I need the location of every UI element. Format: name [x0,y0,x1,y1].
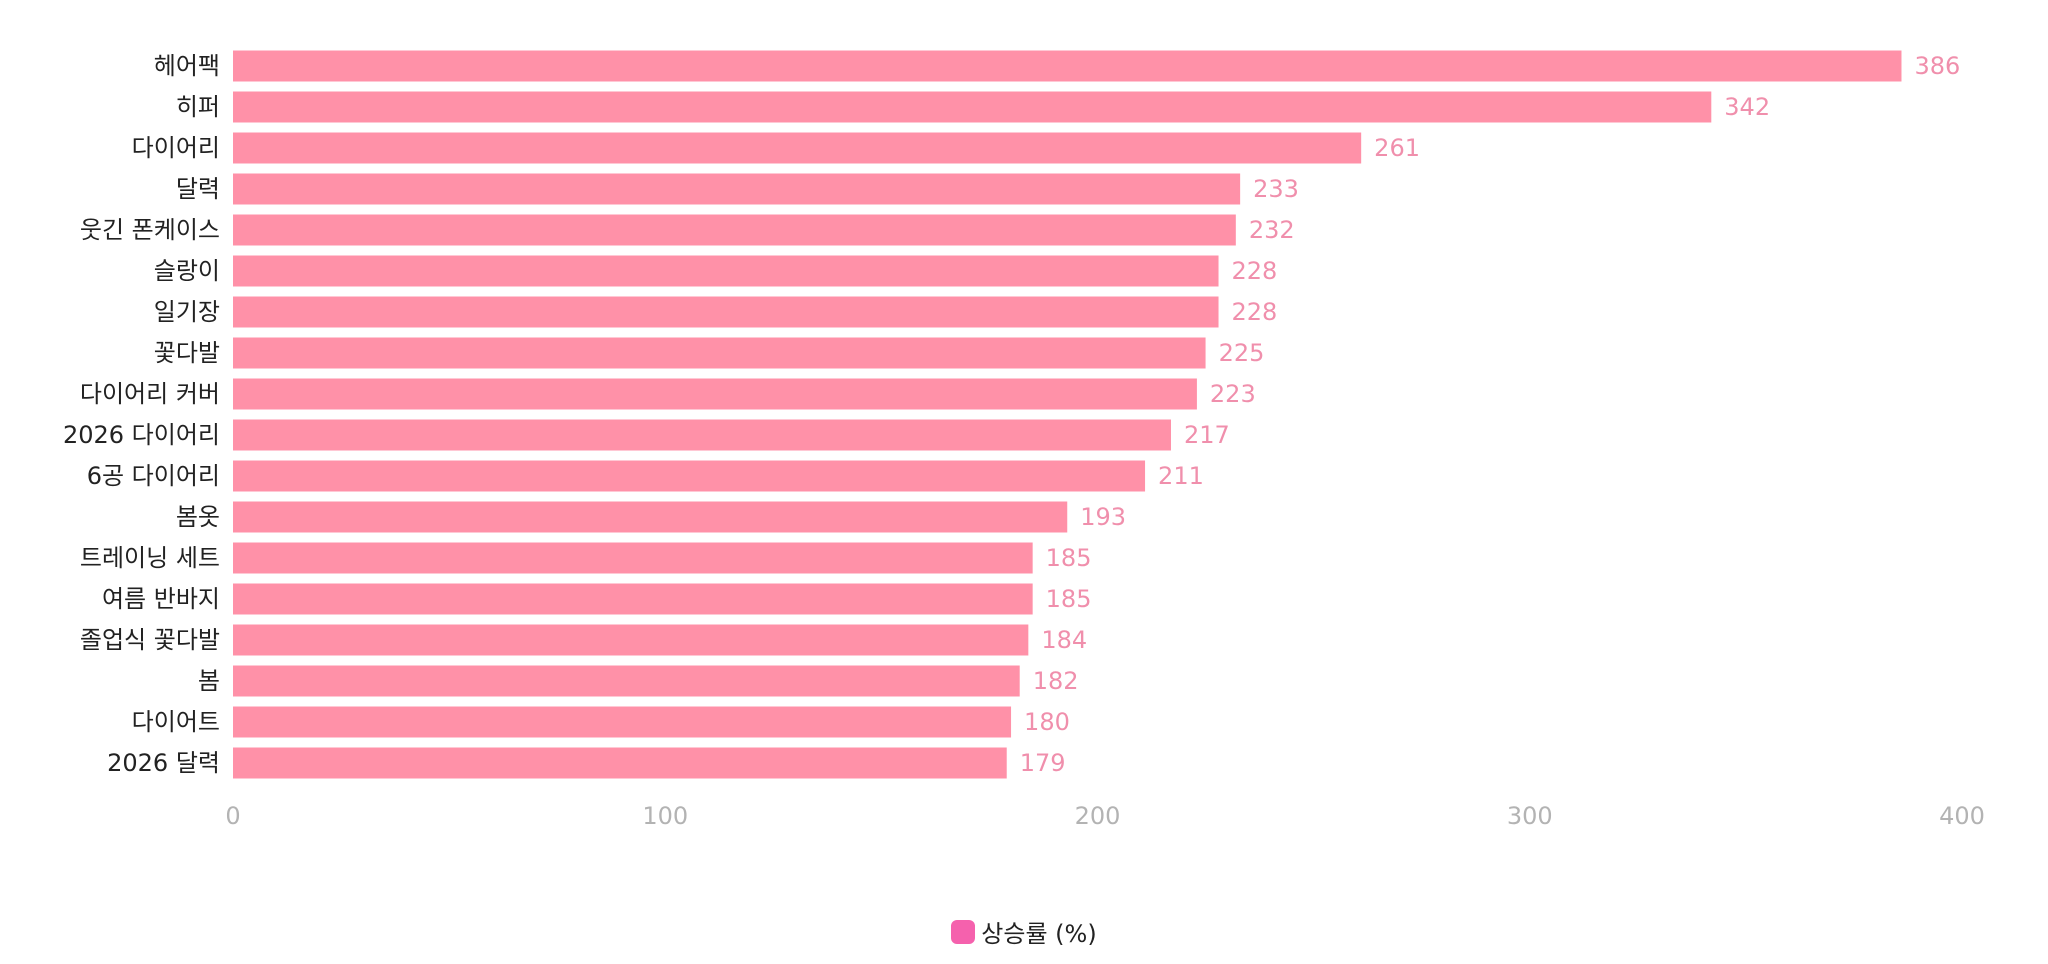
category-label: 2026 다이어리 [63,421,220,449]
bar [233,542,1033,574]
category-label: 달력 [176,175,220,203]
data-label: 180 [1024,708,1070,736]
data-label: 223 [1210,380,1256,408]
category-label: 여름 반바지 [102,585,220,613]
data-label: 185 [1046,585,1092,613]
bar [233,747,1007,779]
x-tick-label: 0 [225,802,240,830]
category-label: 다이어트 [132,708,220,736]
data-label: 342 [1724,93,1770,121]
data-label: 193 [1080,503,1126,531]
data-label: 217 [1184,421,1230,449]
bar [233,378,1197,410]
bar [233,706,1012,738]
category-label: 트레이닝 세트 [80,544,220,572]
bar [233,665,1020,697]
data-label: 386 [1914,52,1960,80]
category-label: 히퍼 [176,93,220,121]
legend-swatch [951,919,976,944]
category-label: 웃긴 폰케이스 [80,216,220,244]
x-tick-label: 400 [1939,802,1985,830]
legend: 상승률 (%) [0,914,2048,949]
bar [233,214,1236,246]
data-label: 228 [1232,298,1278,326]
bar [233,255,1219,287]
category-label: 6공 다이어리 [87,462,220,490]
category-label: 다이어리 커버 [80,380,220,408]
bar [233,173,1241,205]
category-label: 봄 [198,667,220,695]
bar [233,419,1171,451]
bar [233,624,1029,656]
category-label: 2026 달력 [107,749,220,777]
data-label: 182 [1033,667,1079,695]
legend-label: 상승률 (%) [981,920,1097,948]
bar [233,501,1068,533]
data-label: 225 [1219,339,1265,367]
bar [233,91,1712,123]
bar [233,337,1206,369]
data-label: 261 [1374,134,1420,162]
data-label: 179 [1020,749,1066,777]
category-label: 헤어팩 [154,52,220,80]
category-label: 일기장 [154,298,220,326]
category-label: 꽃다발 [154,339,220,367]
data-label: 232 [1249,216,1295,244]
x-tick-label: 300 [1507,802,1553,830]
bar [233,50,1902,82]
data-label: 233 [1253,175,1299,203]
x-tick-label: 100 [642,802,688,830]
category-label: 다이어리 [132,134,220,162]
data-label: 228 [1232,257,1278,285]
data-label: 185 [1046,544,1092,572]
category-label: 봄옷 [176,503,220,531]
x-tick-label: 200 [1075,802,1121,830]
bar [233,583,1033,615]
data-label: 211 [1158,462,1204,490]
bar [233,460,1146,492]
category-label: 졸업식 꽃다발 [80,626,220,654]
bar [233,296,1219,328]
category-label: 슬랑이 [154,257,220,285]
bar [233,132,1362,164]
data-label: 184 [1041,626,1087,654]
